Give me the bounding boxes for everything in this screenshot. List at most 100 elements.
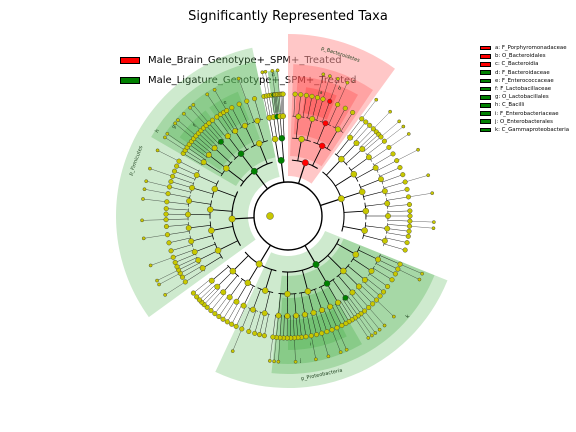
taxon-node [226, 294, 233, 301]
branch [327, 307, 338, 328]
taxon-node [200, 159, 207, 166]
branch [214, 147, 231, 164]
branch [316, 123, 326, 144]
branch [379, 167, 401, 177]
branch [364, 136, 382, 152]
taxon-node [193, 172, 200, 179]
branch [236, 282, 249, 302]
taxon-node [260, 70, 265, 75]
branch [254, 98, 261, 120]
taxon-node [261, 287, 269, 294]
taxon-node [347, 134, 354, 141]
branch [223, 112, 236, 132]
branch [142, 198, 167, 202]
taxon-node [179, 274, 185, 280]
taxon-node [250, 306, 256, 313]
taxon-node [298, 92, 304, 98]
branch [235, 306, 246, 327]
branch [143, 234, 168, 239]
taxon-node [310, 309, 317, 316]
taxon-node [336, 77, 340, 81]
taxon-node [188, 105, 192, 110]
taxon-node [207, 206, 214, 213]
branch [220, 141, 236, 159]
branch [199, 284, 216, 301]
sector-clade-i [288, 309, 347, 350]
branch [211, 266, 229, 281]
branch [365, 203, 388, 207]
taxon-node [350, 110, 356, 116]
taxon-node [372, 164, 379, 171]
branch [315, 312, 322, 334]
branch [264, 314, 269, 336]
branch [263, 96, 269, 119]
taxon-node [174, 264, 180, 270]
branch [297, 162, 306, 184]
taxon-node [164, 232, 170, 238]
branch [234, 130, 248, 150]
clade-legend-entry: k: C_Gammaproteobacteria [480, 126, 569, 134]
taxon-node [216, 314, 222, 320]
legend-entry-brain: Male_Brain_Genotype+_SPM+_Treated [120, 50, 357, 70]
taxon-node [278, 135, 286, 142]
taxon-node [353, 140, 360, 147]
taxon-node [349, 289, 356, 296]
clade-legend-label: f: F_Lactobacillaceae [495, 86, 552, 93]
branch [326, 158, 342, 176]
branch [217, 270, 234, 287]
branch [231, 304, 243, 325]
clade-legend-swatch [480, 103, 491, 108]
taxon-node [342, 105, 348, 111]
taxon-node [239, 326, 245, 332]
branch [293, 94, 296, 117]
taxon-node [172, 168, 178, 174]
branch [203, 161, 223, 175]
branch [170, 181, 193, 188]
taxon-node [407, 213, 413, 219]
taxon-node [255, 260, 263, 268]
branch [387, 210, 410, 213]
taxon-node [211, 185, 219, 193]
taxon-node [176, 158, 182, 164]
branch [409, 226, 434, 229]
taxon-node [342, 294, 349, 301]
taxon-node [270, 69, 275, 73]
branch [196, 174, 217, 185]
taxon-node [196, 297, 202, 303]
branch [278, 293, 281, 316]
taxon-node [356, 283, 362, 290]
branch [375, 263, 396, 275]
taxon-node [164, 199, 170, 205]
branch [338, 275, 353, 293]
branch [356, 167, 376, 179]
taxon-node [186, 198, 193, 204]
taxon-node [315, 95, 321, 101]
branch [168, 193, 190, 198]
branch [343, 210, 366, 213]
taxon-node [163, 211, 169, 217]
root-node [266, 212, 274, 220]
taxon-node [199, 265, 206, 272]
branch [364, 310, 380, 330]
branch [279, 94, 282, 117]
taxon-node [343, 320, 349, 326]
taxon-node [206, 120, 212, 126]
taxon-node [404, 240, 410, 246]
taxon-node [194, 294, 200, 300]
branch [350, 293, 365, 312]
taxon-node [386, 144, 392, 150]
taxon-node [232, 128, 239, 134]
taxon-node [205, 151, 212, 158]
branch [340, 112, 353, 132]
taxon-node [270, 334, 276, 340]
branch [165, 281, 186, 296]
branch [217, 240, 238, 251]
branch [225, 167, 244, 183]
branch [358, 249, 379, 260]
taxon-node [218, 138, 224, 145]
taxon-node [397, 165, 403, 171]
branch [306, 314, 312, 336]
branch [316, 99, 324, 121]
taxon-node [148, 166, 152, 171]
